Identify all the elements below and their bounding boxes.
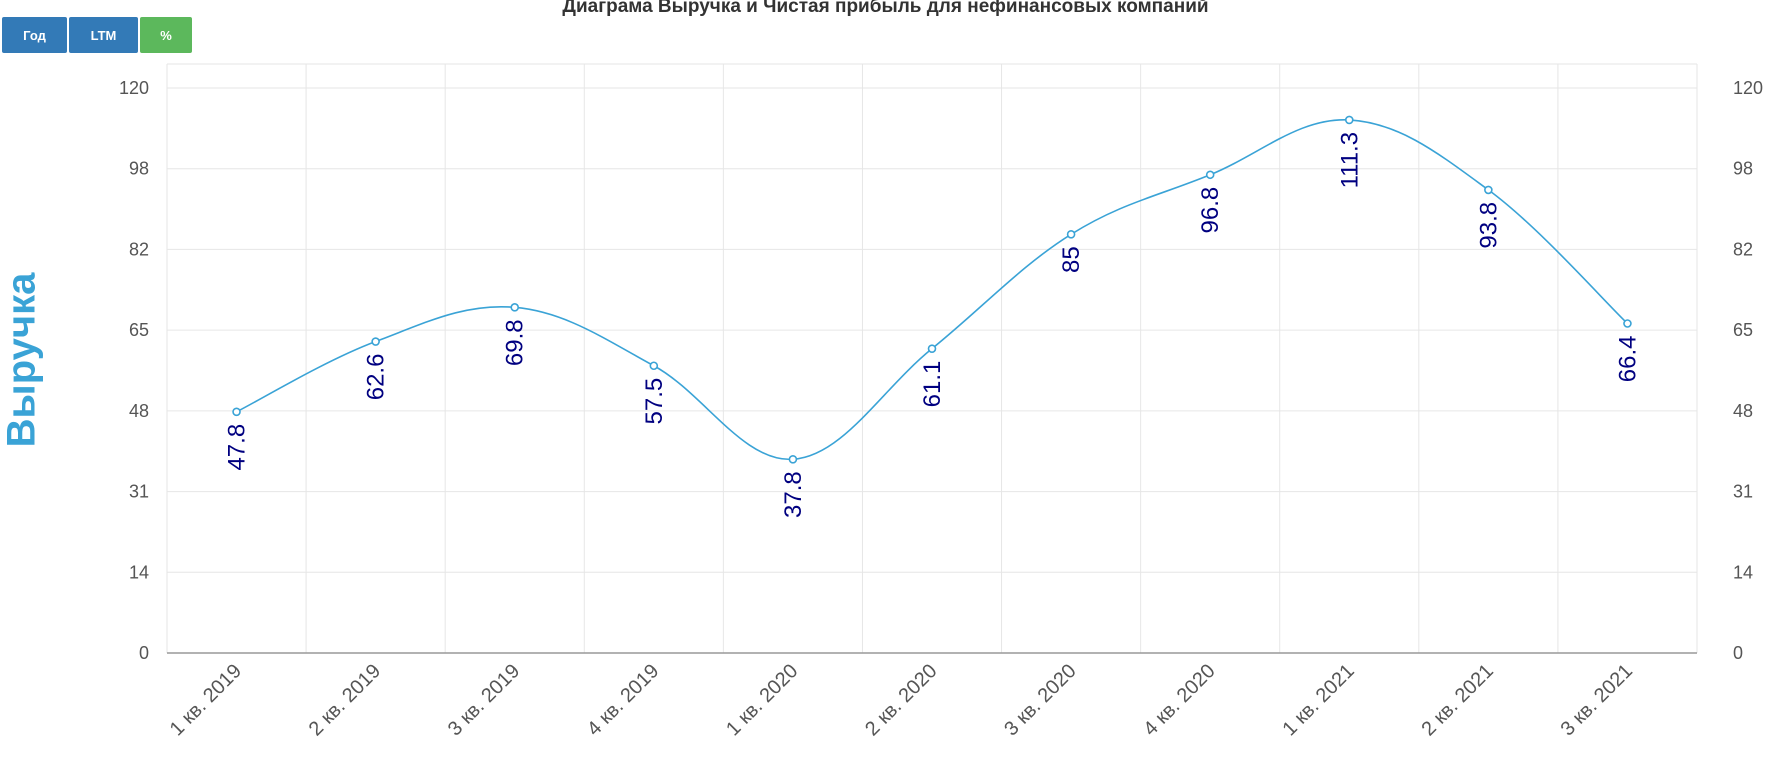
data-point[interactable] — [371, 337, 380, 346]
data-label: 66.4 — [1614, 335, 1641, 382]
y-tick-label-right: 0 — [1733, 643, 1743, 663]
data-point[interactable] — [1066, 229, 1076, 239]
data-point[interactable] — [232, 407, 241, 417]
data-point[interactable] — [649, 361, 659, 371]
y-tick-label-right: 14 — [1733, 562, 1753, 582]
y-tick-label-left: 82 — [129, 239, 149, 259]
data-point[interactable] — [1205, 170, 1215, 180]
x-tick-label: 2 кв. 2020 — [861, 660, 941, 740]
x-tick-label: 2 кв. 2021 — [1418, 660, 1498, 740]
y-tick-label-left: 31 — [129, 482, 149, 502]
data-point[interactable] — [1344, 115, 1354, 125]
data-point[interactable] — [1484, 185, 1493, 195]
x-tick-label: 4 кв. 2020 — [1139, 660, 1219, 740]
x-tick-label: 1 кв. 2021 — [1278, 660, 1358, 740]
data-label: 57.5 — [641, 378, 668, 425]
data-point[interactable] — [510, 303, 520, 312]
y-tick-label-left: 14 — [129, 562, 149, 582]
data-point[interactable] — [788, 454, 798, 464]
y-tick-label-left: 120 — [119, 78, 149, 98]
x-tick-label: 1 кв. 2019 — [166, 660, 246, 740]
y-tick-label-left: 0 — [139, 643, 149, 663]
data-label: 93.8 — [1475, 202, 1502, 249]
y-tick-label-right: 48 — [1733, 401, 1753, 421]
x-tick-label: 1 кв. 2020 — [722, 660, 802, 740]
ltm-button[interactable]: LTM — [69, 17, 138, 53]
y-tick-label-left: 48 — [129, 401, 149, 421]
x-tick-label: 3 кв. 2020 — [1000, 660, 1080, 740]
labels-layer: 47.8 62.6 69.8 57.5 37.8 61.1 85 96.8 111.3 93.8 6… — [224, 132, 1642, 518]
data-label: 96.8 — [1197, 187, 1224, 234]
data-label: 111.3 — [1336, 132, 1363, 189]
y-tick-label-right: 120 — [1733, 78, 1763, 98]
series-layer — [232, 115, 1632, 464]
y-tick-label-right: 98 — [1733, 159, 1753, 179]
data-label: 85 — [1058, 246, 1085, 273]
y-tick-label-right: 82 — [1733, 239, 1753, 259]
data-label: 37.8 — [780, 471, 807, 518]
y-tick-label-right: 31 — [1733, 482, 1753, 502]
x-tick-label: 3 кв. 2019 — [444, 660, 524, 740]
chart-title: Диаграма Выручка и Чистая прибыль для не… — [562, 0, 1209, 17]
data-label: 47.8 — [224, 424, 251, 471]
data-label: 69.8 — [502, 319, 529, 366]
x-tick-label: 4 кв. 2019 — [583, 660, 663, 740]
data-point[interactable] — [1623, 319, 1632, 328]
y-tick-label-left: 98 — [129, 159, 149, 179]
period-toggle-group: Год LTM % — [2, 17, 194, 53]
percent-button[interactable]: % — [140, 17, 192, 53]
data-point[interactable] — [927, 344, 937, 353]
grid-lines — [166, 63, 1698, 653]
x-tick-label: 3 кв. 2021 — [1557, 660, 1637, 740]
y-tick-label-right: 65 — [1733, 320, 1753, 340]
axes: 0 0 14 14 31 31 48 48 65 65 82 82 98 98 120 120 1 кв. 20… — [119, 78, 1763, 740]
y-tick-label-left: 65 — [129, 320, 149, 340]
year-button[interactable]: Год — [2, 17, 67, 53]
x-tick-label: 2 кв. 2019 — [305, 660, 385, 740]
data-label: 62.6 — [363, 354, 390, 401]
data-label: 61.1 — [919, 361, 946, 408]
